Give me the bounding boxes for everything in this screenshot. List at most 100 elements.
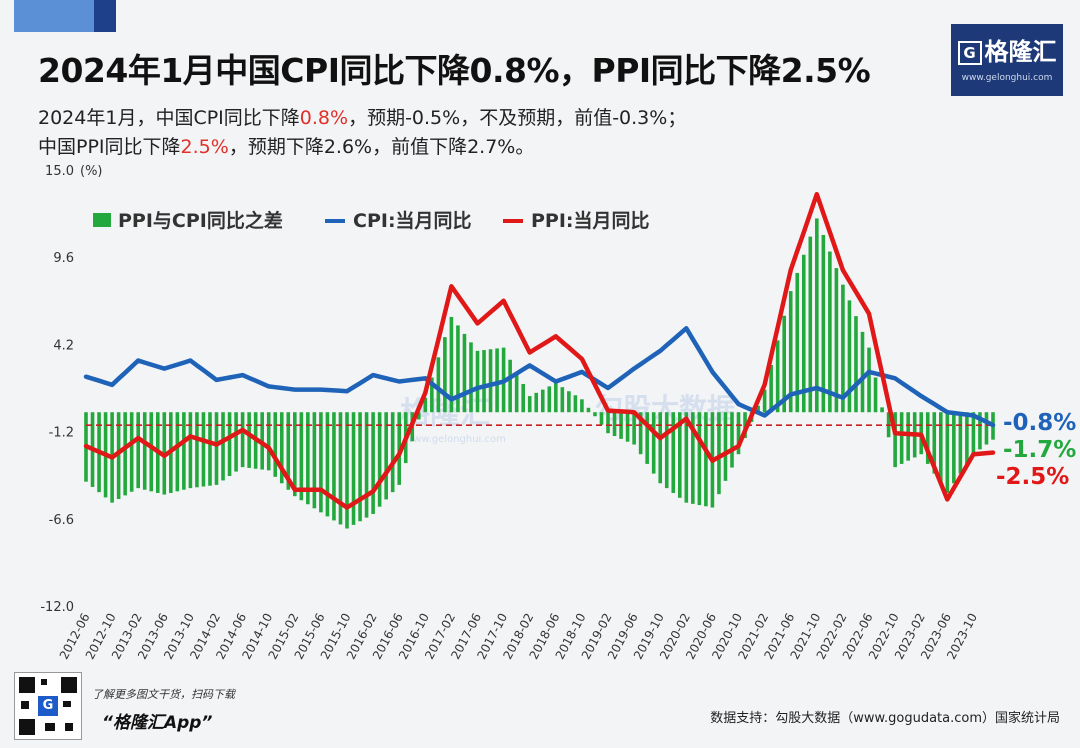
diff-bar (136, 412, 140, 489)
diff-bar (208, 412, 212, 486)
diff-bar (697, 412, 702, 506)
diff-bar (554, 383, 558, 413)
diff-bar (430, 377, 434, 413)
diff-bar (540, 389, 545, 413)
y-tick-label: -1.2 (49, 426, 74, 441)
cpi-line (83, 326, 996, 428)
diff-bar (247, 412, 251, 468)
logo-mark-icon: G (957, 41, 982, 65)
diff-bar (880, 407, 884, 413)
diff-bar (730, 412, 734, 468)
data-source: 数据支持：勾股大数据（www.gogudata.com）国家统计局 (710, 711, 1060, 726)
diff-bar (775, 340, 780, 413)
diff-bar (828, 251, 832, 413)
diff-bar (625, 412, 630, 442)
top-accent-bar (14, 0, 94, 32)
top-accent-block (94, 0, 116, 32)
diff-bar (599, 412, 604, 425)
diff-bar (456, 325, 460, 413)
diff-bar (273, 412, 278, 477)
diff-bar (873, 377, 878, 413)
diff-bar (182, 412, 186, 490)
diff-bar (756, 405, 760, 413)
diff-bar (286, 412, 291, 490)
diff-bar (632, 412, 636, 445)
diff-bar (175, 412, 180, 492)
subtitle-line-1: 2024年1月，中国CPI同比下降0.8%，预期-0.5%，不及预期，前值-0.… (38, 107, 687, 129)
diff-bar (841, 284, 845, 413)
diff-bar (299, 412, 304, 501)
y-tick-label: 9.6 (53, 251, 74, 266)
diff-bar (423, 397, 428, 413)
diff-bar (906, 412, 910, 461)
diff-bar (664, 412, 669, 489)
diff-bar (384, 412, 388, 500)
diff-bar (338, 412, 343, 525)
watermark-url: www.gelonghui.com (405, 434, 506, 445)
diff-bar (416, 412, 421, 420)
diff-bar (293, 412, 297, 497)
ppi-line (83, 191, 996, 510)
diff-bar (965, 412, 969, 464)
diff-bar (279, 412, 284, 484)
diff-bar (266, 412, 271, 471)
diff-bar (149, 412, 154, 492)
y-tick-label: -6.6 (49, 513, 74, 528)
y-tick-label: 4.2 (53, 338, 74, 353)
diff-bar (449, 316, 454, 413)
qr-logo-icon: G (38, 696, 58, 716)
diff-bar (658, 412, 663, 484)
diff-bar (534, 392, 539, 413)
diff-bar (736, 412, 741, 455)
diff-bar (195, 412, 199, 488)
diff-bar (488, 349, 493, 413)
diff-bar (377, 412, 382, 507)
diff-bar (899, 412, 904, 464)
diff-bar (142, 412, 147, 490)
diff-bar (201, 412, 206, 487)
diff-bar (475, 350, 480, 413)
diff-bar (345, 412, 349, 529)
diff-bar (788, 291, 793, 413)
diff-bar (332, 412, 336, 521)
diff-bar (351, 412, 356, 525)
diff-bar (358, 412, 362, 522)
diff-bar (462, 333, 467, 413)
diff-bar (762, 389, 767, 413)
diff-bar (573, 395, 578, 413)
diff-bar (371, 412, 375, 514)
diff-bar (795, 272, 800, 413)
diff-bar (221, 412, 225, 481)
diff-bar (952, 412, 956, 484)
legend-label-cpi: CPI:当月同比 (353, 209, 472, 232)
diff-bar (645, 412, 649, 464)
diff-bar (808, 236, 813, 413)
end-label-ppi: -2.5% (996, 464, 1069, 490)
diff-bar (684, 412, 689, 503)
diff-bar (325, 412, 330, 517)
diff-bar (984, 412, 989, 445)
diff-bar (723, 412, 728, 481)
diff-bar (821, 234, 826, 413)
diff-bar (469, 342, 473, 413)
qr-code[interactable]: G (14, 672, 82, 740)
y-tick-label: -12.0 (40, 600, 74, 615)
subtitle-line-2: 中国PPI同比下降2.5%，预期下降2.6%，前值下降2.7%。 (38, 136, 535, 158)
diff-bar (971, 412, 976, 455)
diff-bar (364, 412, 369, 518)
diff-bar (945, 412, 950, 493)
diff-bar (893, 412, 897, 468)
diff-bar (123, 412, 127, 496)
diff-bar (606, 412, 610, 434)
page-title: 2024年1月中国CPI同比下降0.8%，PPI同比下降2.5% (38, 51, 871, 90)
diff-bar (854, 316, 858, 413)
diff-bar (436, 357, 441, 413)
diff-bar (932, 412, 937, 474)
diff-bar (815, 218, 819, 413)
diff-bar (482, 350, 486, 413)
diff-bar (867, 347, 871, 413)
y-tick-label: 15.0 (45, 164, 74, 179)
diff-bar (671, 412, 676, 493)
diff-bar (508, 359, 512, 413)
diff-bar (978, 412, 982, 450)
